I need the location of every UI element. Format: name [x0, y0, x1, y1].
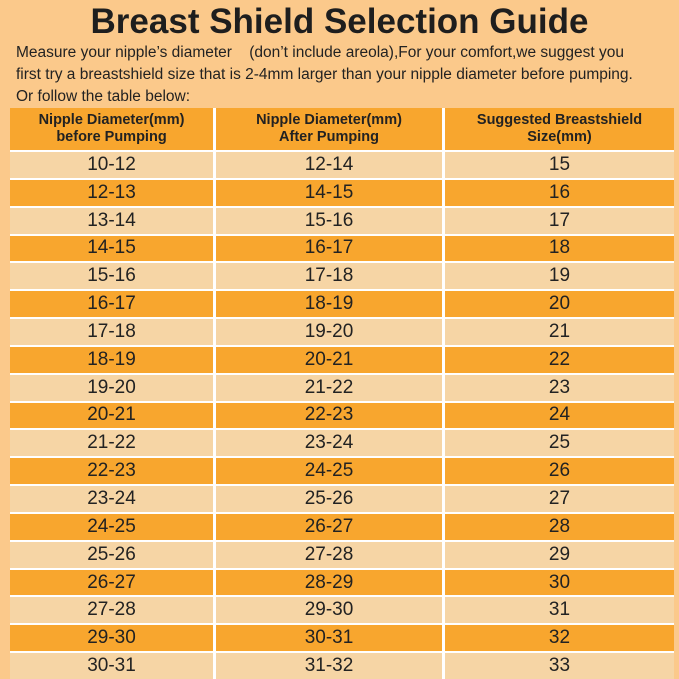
table-cell: 29-30	[216, 597, 442, 624]
column-header: Nipple Diameter(mm) After Pumping	[216, 108, 442, 150]
table-cell: 16	[445, 179, 674, 206]
column-header: Suggested Breastshield Size(mm)	[445, 108, 674, 150]
table-cell: 18-19	[216, 291, 442, 318]
table-cell: 27-28	[10, 597, 213, 624]
header-line: before Pumping	[56, 129, 167, 145]
table-cell: 27	[445, 486, 674, 512]
table-cell: 12-13	[10, 179, 213, 206]
table-cell: 29-30	[10, 625, 213, 652]
table-cell: 30-31	[10, 653, 213, 679]
table-cell: 23-24	[216, 430, 442, 457]
table-cell: 33	[445, 653, 674, 679]
table-cell: 19	[445, 263, 674, 290]
intro-line: Measure your nipple’s diameter (don’t in…	[16, 44, 624, 61]
table-cell: 17	[445, 207, 674, 234]
table-cell: 25-26	[10, 541, 213, 568]
table-cell: 16-17	[10, 291, 213, 318]
table-cell: 14-15	[216, 179, 442, 206]
header-line: After Pumping	[279, 129, 379, 145]
table-cell: 25-26	[216, 486, 442, 512]
size-table: Nipple Diameter(mm) before Pumping Nipple …	[10, 108, 674, 679]
table-cell: 24	[445, 402, 674, 429]
table-cell: 28	[445, 513, 674, 540]
table-cell: 20-21	[10, 402, 213, 429]
intro: Measure your nipple’s diameter (don’t in…	[16, 42, 633, 108]
table-cell: 21	[445, 319, 674, 345]
table-cell: 31	[445, 597, 674, 624]
table-cell: 15-16	[216, 207, 442, 234]
table-cell: 15-16	[10, 263, 213, 290]
intro-line: Or follow the table below:	[16, 88, 191, 105]
table-cell: 24-25	[10, 513, 213, 540]
table-cell: 12-14	[216, 152, 442, 178]
table-cell: 23-24	[10, 486, 213, 512]
table-cell: 17-18	[216, 263, 442, 290]
table-cell: 23	[445, 374, 674, 401]
table-cell: 25	[445, 430, 674, 457]
table-cell: 22-23	[10, 458, 213, 485]
table-cell: 22-23	[216, 402, 442, 429]
table-cell: 20	[445, 291, 674, 318]
table-cell: 21-22	[216, 374, 442, 401]
table-cell: 18	[445, 235, 674, 262]
table-cell: 18-19	[10, 346, 213, 373]
table-cell: 30	[445, 569, 674, 596]
table-cell: 22	[445, 346, 674, 373]
header-line: Size(mm)	[527, 129, 592, 145]
table-cell: 32	[445, 625, 674, 652]
table-cell: 19-20	[216, 319, 442, 345]
table-cell: 20-21	[216, 346, 442, 373]
table-cell: 13-14	[10, 207, 213, 234]
table-cell: 14-15	[10, 235, 213, 262]
intro-line: first try a breastshield size that is 2-…	[16, 66, 633, 83]
table-cell: 26-27	[216, 513, 442, 540]
table-cell: 10-12	[10, 152, 213, 178]
header-line: Nipple Diameter(mm)	[256, 112, 402, 128]
table-cell: 17-18	[10, 319, 213, 345]
header-line: Nipple Diameter(mm)	[38, 112, 185, 128]
column-header: Nipple Diameter(mm) before Pumping	[10, 108, 213, 150]
table-cell: 24-25	[216, 458, 442, 485]
table-cell: 15	[445, 152, 674, 178]
table-cell: 26-27	[10, 569, 213, 596]
table-cell: 21-22	[10, 430, 213, 457]
table-cell: 19-20	[10, 374, 213, 401]
table-cell: 16-17	[216, 235, 442, 262]
header-line: Suggested Breastshield	[476, 112, 643, 128]
title: Breast Shield Selection Guide	[90, 2, 589, 41]
table-cell: 28-29	[216, 569, 442, 596]
table-cell: 31-32	[216, 653, 442, 679]
table-cell: 30-31	[216, 625, 442, 652]
table-cell: 29	[445, 541, 674, 568]
table-cell: 27-28	[216, 541, 442, 568]
table-cell: 26	[445, 458, 674, 485]
